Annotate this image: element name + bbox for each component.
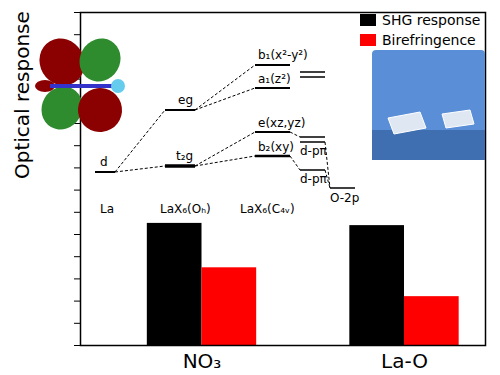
svg-text:a₁(z²): a₁(z²)	[258, 72, 291, 86]
svg-text:d: d	[100, 155, 108, 169]
svg-text:b₂(xy): b₂(xy)	[258, 140, 294, 154]
svg-text:d-pπ: d-pπ	[300, 172, 327, 186]
svg-text:e(xz,yz): e(xz,yz)	[258, 116, 305, 130]
svg-text:Birefringence: Birefringence	[382, 32, 476, 48]
svg-text:LaX₆(C₄ᵥ): LaX₆(C₄ᵥ)	[240, 202, 295, 216]
svg-text:O-2p: O-2p	[330, 191, 359, 205]
svg-text:LaX₆(Oₕ): LaX₆(Oₕ)	[160, 202, 211, 216]
svg-text:Optical response: Optical response	[10, 11, 34, 179]
svg-text:La: La	[100, 202, 114, 216]
svg-text:NO₃: NO₃	[183, 349, 222, 373]
svg-text:t₂g: t₂g	[176, 149, 193, 163]
svg-text:SHG response: SHG response	[382, 12, 480, 28]
svg-text:eg: eg	[178, 93, 193, 107]
svg-text:b₁(x²-y²): b₁(x²-y²)	[258, 48, 308, 62]
svg-text:La-O: La-O	[381, 349, 428, 373]
svg-text:d-pπ: d-pπ	[300, 144, 327, 158]
